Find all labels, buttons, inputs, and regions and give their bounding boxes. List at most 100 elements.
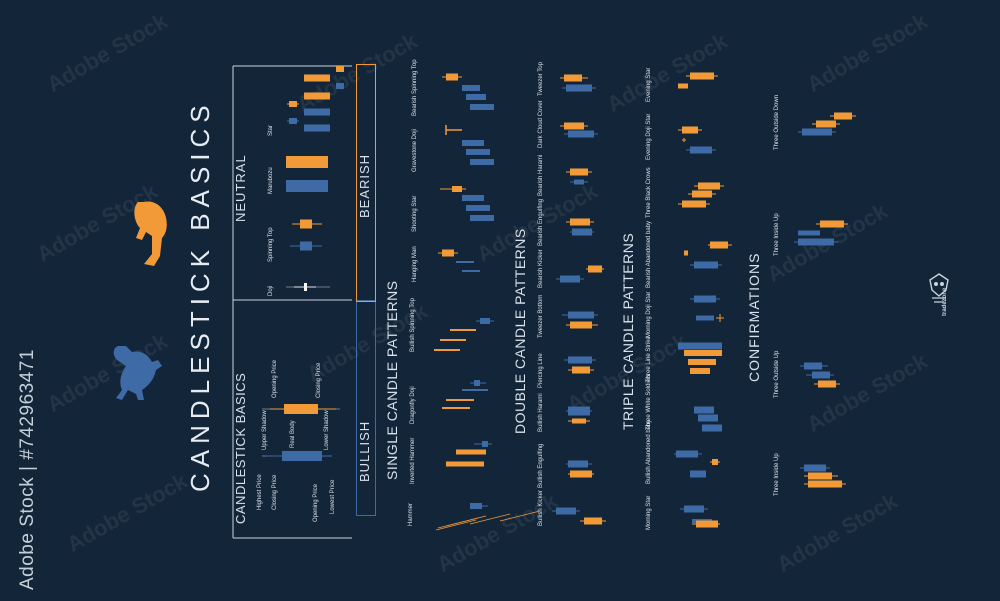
- bullish-candle: [814, 380, 840, 388]
- bearish-candle: [470, 215, 494, 221]
- bullish-candle: [440, 186, 466, 192]
- bearish-box: [356, 64, 376, 302]
- bearish-candle: [566, 460, 592, 468]
- bearish-candle: [304, 108, 330, 116]
- bullish-candle: [286, 156, 328, 168]
- bullish-candle: [568, 366, 594, 374]
- bullish-candle: [442, 73, 462, 81]
- bullish-candle: [816, 220, 848, 228]
- bullish-candle: [434, 349, 460, 351]
- bullish-candle: [804, 480, 846, 488]
- bearish-candle: [570, 179, 588, 185]
- bearish-candle: [690, 261, 722, 269]
- bullish-candle: [446, 461, 484, 467]
- bearish-candle: [564, 130, 598, 138]
- bearish-candle: [562, 311, 598, 319]
- bearish-candle: [800, 464, 830, 472]
- bearish-candle: [690, 295, 720, 303]
- bearish-candle: [570, 228, 594, 236]
- bullish-candle: [560, 74, 588, 82]
- bullish-candle: [710, 459, 720, 465]
- bullish-candle: [690, 368, 710, 374]
- bullish-candle: [678, 200, 710, 208]
- bullish-candle: [336, 66, 344, 72]
- bearish-candle: [686, 146, 716, 154]
- bullish-candle: [688, 190, 716, 198]
- bearish-candle: [462, 195, 484, 201]
- bullish-candle: [678, 126, 702, 134]
- bullish-candle: [456, 449, 486, 455]
- bullish-candle: [586, 265, 604, 273]
- bearish-candle: [470, 159, 494, 165]
- bearish-candle: [564, 356, 596, 364]
- bearish-candle: [680, 505, 708, 513]
- hammer-lead-line: [499, 510, 541, 522]
- bearish-candle: [290, 241, 322, 251]
- bearish-candle: [698, 414, 718, 422]
- bearish-candle: [462, 389, 488, 391]
- bullish-candle: [684, 350, 722, 356]
- bearish-candle: [806, 371, 834, 379]
- bearish-candle: [470, 380, 486, 386]
- logo-text: tradezone: [942, 287, 948, 316]
- bearish-candle: [562, 84, 596, 92]
- bearish-candle: [474, 441, 492, 447]
- bearish-candle: [304, 124, 330, 132]
- bearish-candle: [462, 270, 480, 272]
- bullish-candle: [292, 219, 322, 229]
- bearish-candle: [287, 118, 299, 124]
- bullish-candle: [446, 399, 474, 401]
- bullish-candle: [566, 321, 598, 329]
- bearish-candle: [794, 238, 838, 246]
- hammer-lead-line: [469, 513, 511, 525]
- bearish-candle: [476, 318, 494, 324]
- bullish-candle: [686, 72, 718, 80]
- bullish-candle: [304, 92, 330, 100]
- bearish-candle: [466, 149, 490, 155]
- bearish-candle: [800, 362, 828, 370]
- bearish-candle: [462, 140, 484, 146]
- bullish-candle: [442, 407, 470, 409]
- bullish-candle: [708, 241, 732, 249]
- bullish-candle: [287, 101, 299, 107]
- hammer-lead-line: [435, 519, 477, 531]
- bearish-candle: [466, 205, 490, 211]
- bearish-candle: [286, 180, 328, 192]
- bullish-candle: [678, 83, 688, 89]
- bullish-candle: [438, 249, 458, 257]
- bearish-candle: [466, 94, 486, 100]
- bullish-candle: [566, 218, 594, 226]
- bullish-candle: [830, 112, 856, 120]
- bearish-candle: [566, 406, 592, 416]
- bearish-candle: [266, 451, 332, 461]
- bearish-candle: [462, 85, 480, 91]
- bullish-candle: [694, 182, 724, 190]
- bullish-candle: [566, 168, 592, 176]
- bull-icon: [113, 346, 162, 400]
- bullish-candle: [692, 520, 720, 528]
- bearish-candle: [798, 128, 836, 136]
- bearish-candle: [556, 275, 584, 283]
- bearish-candle: [696, 315, 714, 321]
- bearish-candle: [690, 470, 706, 478]
- owl-logo-icon: [929, 273, 949, 303]
- bullish-candle: [270, 404, 336, 414]
- bullish-box: [356, 300, 376, 516]
- bearish-candle: [336, 83, 344, 89]
- bearish-candle: [798, 230, 820, 236]
- bearish-candle: [694, 406, 714, 414]
- bullish-candle: [688, 359, 716, 365]
- bearish-candle: [552, 507, 580, 515]
- bullish-candle: [568, 418, 590, 424]
- bullish-candle: [304, 74, 330, 82]
- bullish-candle: [440, 339, 466, 341]
- bearish-candle: [470, 104, 494, 110]
- bullish-candle: [580, 517, 606, 525]
- bear-icon: [134, 201, 167, 266]
- bearish-candle: [456, 261, 474, 263]
- bullish-candle: [684, 250, 688, 256]
- bullish-candle: [568, 470, 594, 478]
- bullish-candle: [450, 329, 476, 331]
